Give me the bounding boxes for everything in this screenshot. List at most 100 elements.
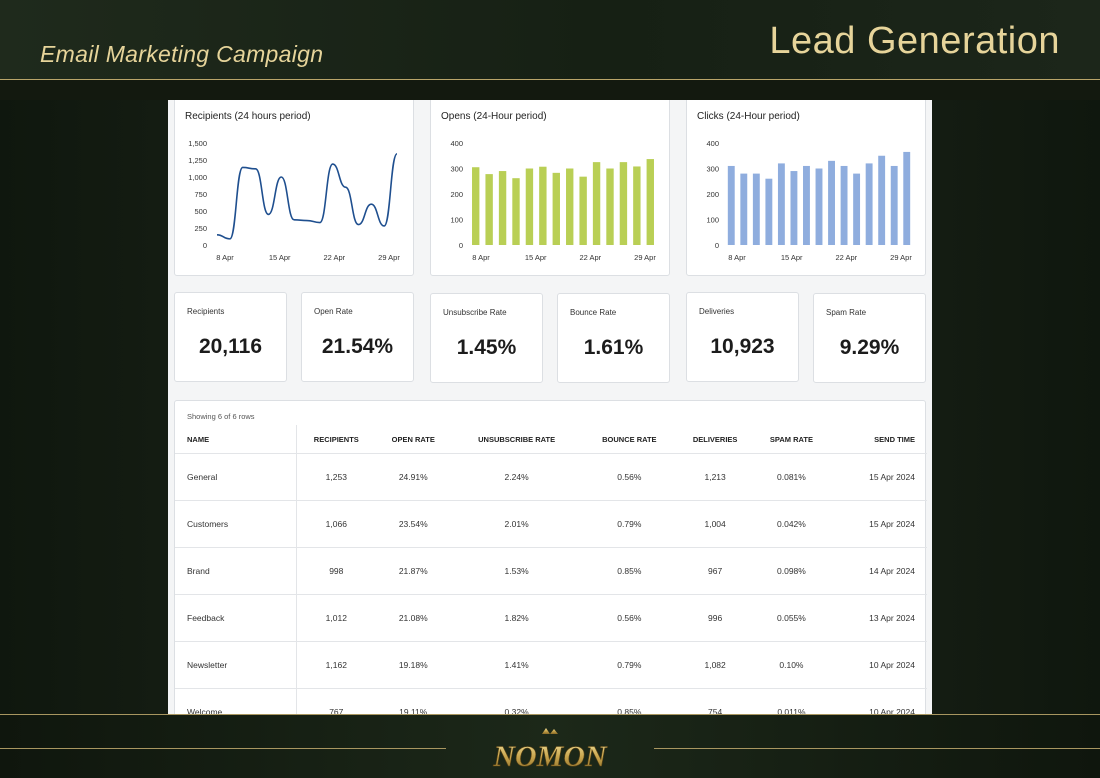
bar xyxy=(566,168,574,245)
bar xyxy=(485,174,493,245)
y-tick-label: 0 xyxy=(715,241,719,250)
chart-title: Opens (24-Hour period) xyxy=(441,111,547,122)
cell-name: Feedback xyxy=(175,594,297,642)
column-header[interactable]: BOUNCE RATE xyxy=(582,425,677,454)
y-tick-label: 100 xyxy=(450,216,463,225)
cell-recipients: 1,253 xyxy=(296,453,376,501)
bar xyxy=(890,165,898,245)
footer-rule-left xyxy=(0,748,446,749)
kpi-label: Deliveries xyxy=(699,307,735,316)
cell-bounce-rate: 0.79% xyxy=(582,500,677,548)
cell-send-time: 15 Apr 2024 xyxy=(828,453,927,501)
table-row[interactable]: Welcome 767 19.11% 0.32% 0.85% 754 0.011… xyxy=(175,688,927,714)
table-row[interactable]: Newsletter 1,162 19.18% 1.41% 0.79% 1,08… xyxy=(175,641,927,689)
cell-open-rate: 21.87% xyxy=(375,547,451,595)
bar xyxy=(865,163,873,245)
cell-send-time: 10 Apr 2024 xyxy=(828,688,927,714)
cell-send-time: 13 Apr 2024 xyxy=(828,594,927,642)
kpi-label: Unsubscribe Rate xyxy=(443,308,507,317)
kpi-card-unsubscribe-rate: Unsubscribe Rate 1.45% xyxy=(430,293,543,383)
bar xyxy=(525,168,534,245)
bar xyxy=(592,162,601,245)
kpi-card-spam-rate: Spam Rate 9.29% xyxy=(813,293,926,383)
bar xyxy=(740,173,748,245)
y-tick-label: 250 xyxy=(194,224,207,233)
table-row[interactable]: Customers 1,066 23.54% 2.01% 0.79% 1,004… xyxy=(175,500,927,548)
row-count-label: Showing 6 of 6 rows xyxy=(187,412,255,421)
bar xyxy=(765,178,773,245)
table-row[interactable]: General 1,253 24.91% 2.24% 0.56% 1,213 0… xyxy=(175,453,927,501)
cell-name: Brand xyxy=(175,547,297,595)
cell-deliveries: 754 xyxy=(676,688,754,714)
cell-unsubscribe-rate: 0.32% xyxy=(450,688,583,714)
page-subtitle: Email Marketing Campaign xyxy=(40,41,324,67)
y-tick-label: 1,250 xyxy=(188,156,207,165)
cell-unsubscribe-rate: 1.41% xyxy=(450,641,583,689)
cell-deliveries: 1,004 xyxy=(676,500,754,548)
series-line xyxy=(216,153,398,240)
bar xyxy=(878,155,886,245)
kpi-card-bounce-rate: Bounce Rate 1.61% xyxy=(557,293,670,383)
footer-rule-right xyxy=(654,748,1100,749)
kpi-value: 10,923 xyxy=(710,335,775,358)
column-header[interactable]: UNSUBSCRIBE RATE xyxy=(450,425,583,454)
cell-bounce-rate: 0.79% xyxy=(582,641,677,689)
clicks-chart-card: Clicks (24-Hour period) 0 100 200 300 400 8 A… xyxy=(686,100,926,276)
cell-open-rate: 19.18% xyxy=(375,641,451,689)
cell-open-rate: 19.11% xyxy=(375,688,451,714)
cell-spam-rate: 0.081% xyxy=(753,453,829,501)
cell-bounce-rate: 0.56% xyxy=(582,594,677,642)
cell-send-time: 10 Apr 2024 xyxy=(828,641,927,689)
kpi-label: Recipients xyxy=(187,307,225,316)
opens-bar-chart: 0 100 200 300 400 8 Apr 15 Apr 22 Apr 29 Apr xyxy=(450,139,656,262)
cell-bounce-rate: 0.85% xyxy=(582,547,677,595)
x-tick-label: 29 Apr xyxy=(634,253,656,262)
bar xyxy=(606,168,614,245)
y-tick-label: 400 xyxy=(706,139,719,148)
cell-send-time: 15 Apr 2024 xyxy=(828,500,927,548)
column-header[interactable]: NAME xyxy=(175,425,297,454)
bar xyxy=(646,159,654,245)
table-header-row: NAME RECIPIENTS OPEN RATE UNSUBSCRIBE RA… xyxy=(175,425,927,454)
cell-recipients: 1,066 xyxy=(296,500,376,548)
bar xyxy=(853,173,861,245)
cell-deliveries: 1,213 xyxy=(676,453,754,501)
x-tick-label: 29 Apr xyxy=(378,253,400,262)
cell-spam-rate: 0.011% xyxy=(753,688,829,714)
header-bar xyxy=(0,0,1100,80)
y-tick-label: 400 xyxy=(450,139,463,148)
clicks-bar-chart: 0 100 200 300 400 8 Apr 15 Apr 22 Apr 29 Apr xyxy=(706,139,912,262)
column-header[interactable]: SPAM RATE xyxy=(753,425,829,454)
x-tick-label: 29 Apr xyxy=(890,253,912,262)
bar xyxy=(552,172,560,245)
cell-name: General xyxy=(175,453,297,501)
cell-deliveries: 967 xyxy=(676,547,754,595)
bar xyxy=(790,171,798,245)
kpi-value: 20,116 xyxy=(198,335,263,358)
cell-recipients: 1,012 xyxy=(296,594,376,642)
y-tick-label: 100 xyxy=(706,216,719,225)
cell-spam-rate: 0.055% xyxy=(753,594,829,642)
table-row[interactable]: Brand 998 21.87% 1.53% 0.85% 967 0.098% … xyxy=(175,547,927,595)
column-header[interactable]: DELIVERIES xyxy=(676,425,754,454)
page-title: Lead Generation xyxy=(769,20,1060,62)
column-header[interactable]: RECIPIENTS xyxy=(296,425,376,454)
kpi-value: 9.29% xyxy=(839,336,900,359)
table-row[interactable]: Feedback 1,012 21.08% 1.82% 0.56% 996 0.… xyxy=(175,594,927,642)
cell-unsubscribe-rate: 1.82% xyxy=(450,594,583,642)
bar xyxy=(539,166,547,245)
column-header[interactable]: SEND TIME xyxy=(828,425,927,454)
bar xyxy=(498,171,507,245)
y-tick-label: 1,500 xyxy=(188,139,207,148)
kpi-label: Bounce Rate xyxy=(570,308,617,317)
y-tick-label: 0 xyxy=(203,241,207,250)
bar xyxy=(903,151,911,245)
cell-deliveries: 996 xyxy=(676,594,754,642)
bar xyxy=(777,163,785,245)
y-tick-label: 0 xyxy=(459,241,463,250)
y-tick-label: 750 xyxy=(194,190,207,199)
x-tick-label: 15 Apr xyxy=(525,253,547,262)
header-divider xyxy=(0,79,1100,80)
cell-recipients: 998 xyxy=(296,547,376,595)
column-header[interactable]: OPEN RATE xyxy=(375,425,451,454)
